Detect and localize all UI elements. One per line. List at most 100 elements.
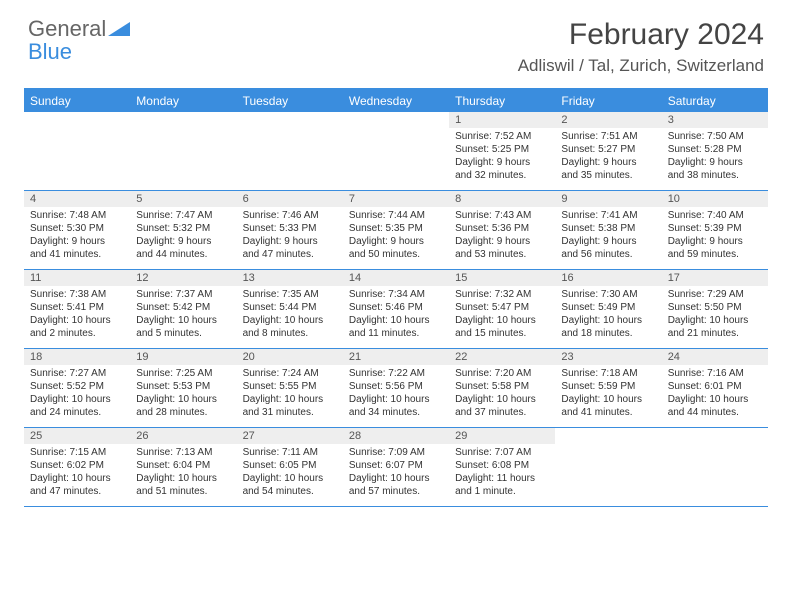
day-info-line: Sunset: 5:47 PM	[455, 301, 549, 314]
day-info-line: Sunset: 6:01 PM	[668, 380, 762, 393]
day-body: Sunrise: 7:29 AMSunset: 5:50 PMDaylight:…	[662, 286, 768, 344]
day-body: Sunrise: 7:34 AMSunset: 5:46 PMDaylight:…	[343, 286, 449, 344]
day-number: 18	[24, 349, 130, 365]
day-cell: 9Sunrise: 7:41 AMSunset: 5:38 PMDaylight…	[555, 191, 661, 269]
day-cell	[237, 112, 343, 190]
day-cell	[662, 428, 768, 506]
day-info-line: and 41 minutes.	[30, 248, 124, 261]
day-info-line: Sunset: 5:56 PM	[349, 380, 443, 393]
day-body: Sunrise: 7:47 AMSunset: 5:32 PMDaylight:…	[130, 207, 236, 265]
day-of-week-cell: Monday	[130, 90, 236, 112]
day-info-line: Sunrise: 7:16 AM	[668, 367, 762, 380]
day-cell: 27Sunrise: 7:11 AMSunset: 6:05 PMDayligh…	[237, 428, 343, 506]
day-number: 2	[555, 112, 661, 128]
day-number-empty	[130, 112, 236, 128]
day-cell	[130, 112, 236, 190]
day-info-line: and 2 minutes.	[30, 327, 124, 340]
day-info-line: Sunrise: 7:07 AM	[455, 446, 549, 459]
day-body: Sunrise: 7:25 AMSunset: 5:53 PMDaylight:…	[130, 365, 236, 423]
day-body: Sunrise: 7:09 AMSunset: 6:07 PMDaylight:…	[343, 444, 449, 502]
day-number: 10	[662, 191, 768, 207]
day-cell: 4Sunrise: 7:48 AMSunset: 5:30 PMDaylight…	[24, 191, 130, 269]
day-of-week-cell: Sunday	[24, 90, 130, 112]
day-number: 25	[24, 428, 130, 444]
day-info-line: Sunset: 5:25 PM	[455, 143, 549, 156]
week-row: 18Sunrise: 7:27 AMSunset: 5:52 PMDayligh…	[24, 349, 768, 428]
day-info-line: and 11 minutes.	[349, 327, 443, 340]
day-body: Sunrise: 7:50 AMSunset: 5:28 PMDaylight:…	[662, 128, 768, 186]
day-cell: 15Sunrise: 7:32 AMSunset: 5:47 PMDayligh…	[449, 270, 555, 348]
day-body: Sunrise: 7:27 AMSunset: 5:52 PMDaylight:…	[24, 365, 130, 423]
calendar-grid: SundayMondayTuesdayWednesdayThursdayFrid…	[24, 88, 768, 507]
day-body: Sunrise: 7:48 AMSunset: 5:30 PMDaylight:…	[24, 207, 130, 265]
day-number: 21	[343, 349, 449, 365]
day-number: 11	[24, 270, 130, 286]
week-row: 4Sunrise: 7:48 AMSunset: 5:30 PMDaylight…	[24, 191, 768, 270]
day-info-line: Daylight: 10 hours	[668, 314, 762, 327]
day-info-line: Daylight: 9 hours	[455, 235, 549, 248]
month-title: February 2024	[518, 18, 764, 52]
day-number: 12	[130, 270, 236, 286]
day-body: Sunrise: 7:43 AMSunset: 5:36 PMDaylight:…	[449, 207, 555, 265]
day-info-line: and 56 minutes.	[561, 248, 655, 261]
day-info-line: Sunrise: 7:51 AM	[561, 130, 655, 143]
day-cell: 25Sunrise: 7:15 AMSunset: 6:02 PMDayligh…	[24, 428, 130, 506]
day-number: 13	[237, 270, 343, 286]
day-cell	[24, 112, 130, 190]
day-info-line: Sunrise: 7:20 AM	[455, 367, 549, 380]
day-info-line: Sunset: 5:52 PM	[30, 380, 124, 393]
day-cell: 26Sunrise: 7:13 AMSunset: 6:04 PMDayligh…	[130, 428, 236, 506]
day-body: Sunrise: 7:07 AMSunset: 6:08 PMDaylight:…	[449, 444, 555, 502]
day-cell: 17Sunrise: 7:29 AMSunset: 5:50 PMDayligh…	[662, 270, 768, 348]
day-info-line: Sunset: 5:30 PM	[30, 222, 124, 235]
day-info-line: and 41 minutes.	[561, 406, 655, 419]
day-info-line: Sunrise: 7:25 AM	[136, 367, 230, 380]
day-info-line: Daylight: 9 hours	[668, 235, 762, 248]
day-info-line: and 54 minutes.	[243, 485, 337, 498]
day-info-line: Daylight: 10 hours	[30, 393, 124, 406]
day-body: Sunrise: 7:35 AMSunset: 5:44 PMDaylight:…	[237, 286, 343, 344]
day-info-line: Sunset: 5:36 PM	[455, 222, 549, 235]
day-info-line: Daylight: 10 hours	[136, 472, 230, 485]
day-body: Sunrise: 7:52 AMSunset: 5:25 PMDaylight:…	[449, 128, 555, 186]
day-info-line: Sunrise: 7:22 AM	[349, 367, 443, 380]
day-number: 19	[130, 349, 236, 365]
day-body: Sunrise: 7:41 AMSunset: 5:38 PMDaylight:…	[555, 207, 661, 265]
day-cell: 14Sunrise: 7:34 AMSunset: 5:46 PMDayligh…	[343, 270, 449, 348]
day-cell: 22Sunrise: 7:20 AMSunset: 5:58 PMDayligh…	[449, 349, 555, 427]
day-body: Sunrise: 7:11 AMSunset: 6:05 PMDaylight:…	[237, 444, 343, 502]
day-of-week-cell: Wednesday	[343, 90, 449, 112]
day-info-line: Sunrise: 7:18 AM	[561, 367, 655, 380]
day-cell: 23Sunrise: 7:18 AMSunset: 5:59 PMDayligh…	[555, 349, 661, 427]
day-cell: 29Sunrise: 7:07 AMSunset: 6:08 PMDayligh…	[449, 428, 555, 506]
day-info-line: Daylight: 9 hours	[349, 235, 443, 248]
day-number: 14	[343, 270, 449, 286]
day-body: Sunrise: 7:44 AMSunset: 5:35 PMDaylight:…	[343, 207, 449, 265]
day-number: 1	[449, 112, 555, 128]
day-cell: 6Sunrise: 7:46 AMSunset: 5:33 PMDaylight…	[237, 191, 343, 269]
week-row: 25Sunrise: 7:15 AMSunset: 6:02 PMDayligh…	[24, 428, 768, 507]
day-info-line: Sunset: 5:46 PM	[349, 301, 443, 314]
day-info-line: and 32 minutes.	[455, 169, 549, 182]
day-info-line: Daylight: 9 hours	[30, 235, 124, 248]
day-cell: 3Sunrise: 7:50 AMSunset: 5:28 PMDaylight…	[662, 112, 768, 190]
day-info-line: and 57 minutes.	[349, 485, 443, 498]
day-info-line: Sunset: 5:58 PM	[455, 380, 549, 393]
day-body: Sunrise: 7:22 AMSunset: 5:56 PMDaylight:…	[343, 365, 449, 423]
day-number: 3	[662, 112, 768, 128]
day-info-line: and 34 minutes.	[349, 406, 443, 419]
day-info-line: Sunrise: 7:15 AM	[30, 446, 124, 459]
day-info-line: Sunrise: 7:38 AM	[30, 288, 124, 301]
day-info-line: Sunset: 6:08 PM	[455, 459, 549, 472]
day-info-line: Daylight: 10 hours	[30, 314, 124, 327]
day-number: 16	[555, 270, 661, 286]
day-number: 23	[555, 349, 661, 365]
day-info-line: Sunrise: 7:46 AM	[243, 209, 337, 222]
day-info-line: Daylight: 9 hours	[455, 156, 549, 169]
day-info-line: Daylight: 10 hours	[243, 314, 337, 327]
day-cell	[555, 428, 661, 506]
day-info-line: Sunrise: 7:47 AM	[136, 209, 230, 222]
day-info-line: and 35 minutes.	[561, 169, 655, 182]
day-number: 28	[343, 428, 449, 444]
day-cell: 16Sunrise: 7:30 AMSunset: 5:49 PMDayligh…	[555, 270, 661, 348]
